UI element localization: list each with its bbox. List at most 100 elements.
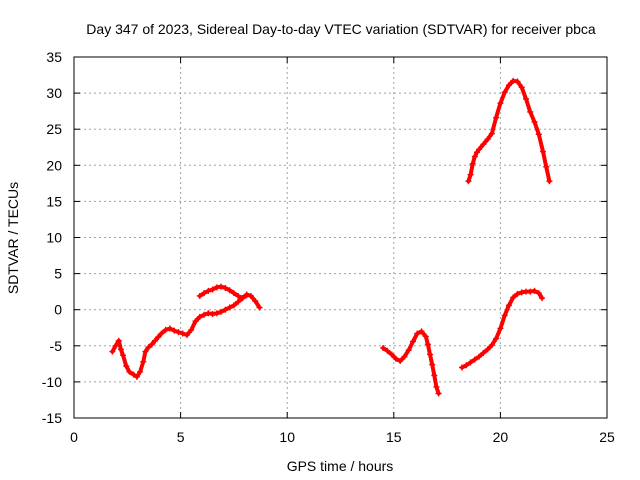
data-point [469,160,476,167]
data-point [137,368,144,375]
data-point [488,342,495,349]
data-point [388,351,395,358]
data-point [247,292,254,299]
data-point [183,331,190,338]
data-point [213,284,220,291]
data-point [222,285,229,292]
data-point [510,294,517,301]
data-point [235,298,242,305]
data-point [123,363,130,370]
x-tick-label: 20 [493,429,509,445]
data-point [535,131,542,138]
data-point [505,82,512,89]
data-point [256,304,263,311]
data-point [480,350,487,357]
y-axis-label: SDTVAR / TECUs [5,182,21,294]
data-point [126,368,133,375]
y-tick-label: 20 [46,157,62,173]
data-point [510,77,517,84]
data-point [230,290,237,297]
data-point [155,334,162,341]
data-point [488,130,495,137]
x-tick-label: 10 [279,429,295,445]
series-segment-2-low [380,328,442,397]
data-point [235,292,242,299]
data-point [112,342,119,349]
x-tick-label: 15 [386,429,402,445]
data-point [429,361,436,368]
y-tick-label: 0 [54,302,62,318]
data-point [401,353,408,360]
data-point [196,292,203,299]
data-point [145,344,152,351]
data-point [243,292,250,299]
data-point [380,344,387,351]
data-point [209,286,216,293]
data-point [424,341,431,348]
data-point [218,308,225,315]
data-point [518,289,525,296]
data-point [467,171,474,178]
data-point [117,346,124,353]
data-point [226,304,233,311]
data-point [427,351,434,358]
chart-title: Day 347 of 2023, Sidereal Day-to-day VTE… [86,21,596,37]
data-point [209,311,216,318]
data-point [252,298,259,305]
series-segment-3-low [459,287,545,371]
data-point [527,288,534,295]
data-point [535,290,542,297]
data-point [501,312,508,319]
data-point [162,326,169,333]
data-point [397,357,404,364]
data-point [476,146,483,153]
series-segment-3-high [465,77,553,185]
data-point [480,141,487,148]
data-point [166,325,173,332]
data-point [431,372,438,379]
series-segment-1-low [109,291,263,380]
data-point [493,335,500,342]
y-tick-label: 25 [46,121,62,137]
y-tick-label: -10 [42,374,62,390]
data-point [409,338,416,345]
data-point [205,287,212,294]
data-point [405,347,412,354]
data-point [109,348,116,355]
data-point [179,330,186,337]
data-point [230,302,237,309]
data-point [497,100,504,107]
data-point [133,373,140,380]
data-point [471,356,478,363]
y-tick-label: 5 [54,266,62,282]
data-point [471,153,478,160]
data-point [531,287,538,294]
data-point [505,302,512,309]
data-point [522,95,529,102]
data-point [392,355,399,362]
data-point [152,337,159,344]
data-point [527,108,534,115]
data-point [226,287,233,294]
data-point [540,148,547,155]
data-point [115,337,122,344]
data-point [514,290,521,297]
data-point [130,371,137,378]
data-point [476,353,483,360]
data-point [422,333,429,340]
data-point [467,359,474,366]
data-point [433,383,440,390]
series-line [110,292,262,379]
data-point [493,114,500,121]
data-point [418,328,425,335]
data-point [239,295,246,302]
data-point [518,84,525,91]
data-point [414,330,421,337]
data-point [171,327,178,334]
grid-lines [74,57,607,418]
x-tick-label: 25 [599,429,615,445]
axis-ticks: 0 5 10 15 20 25 -15 -10 -5 0 5 10 15 20 25 30 35 [42,49,615,445]
x-tick-label: 5 [177,429,185,445]
